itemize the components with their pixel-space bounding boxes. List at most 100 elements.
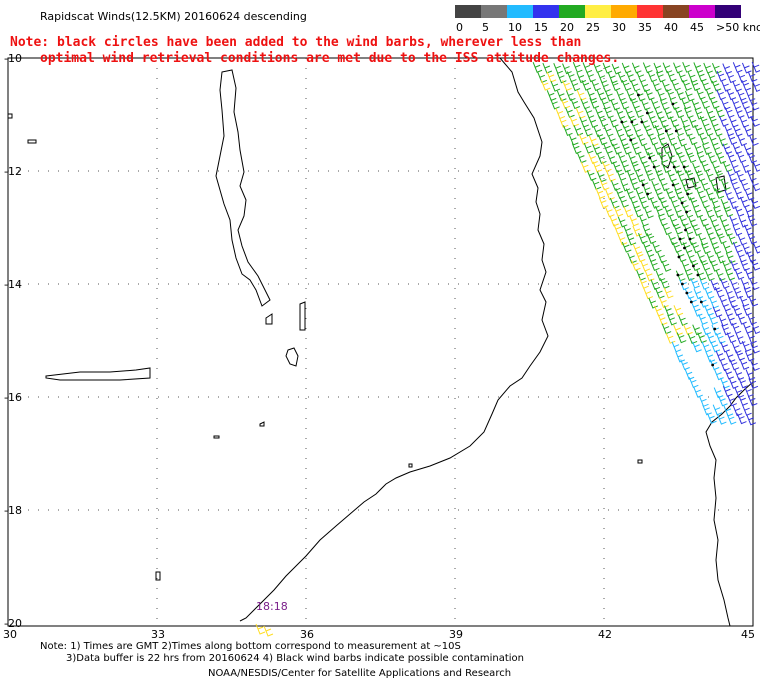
wind-barb [651,242,662,253]
wind-barb [720,98,731,110]
wind-barb [616,170,627,181]
wind-barb [723,206,734,218]
wind-barb [737,251,747,263]
wind-barb [688,377,699,388]
wind-barb [719,278,730,289]
wind-barb [575,108,586,119]
contamination-dot [641,183,645,187]
contamination-dot [671,102,675,106]
wind-barb [732,80,742,92]
colorbar-label: >50 knots [716,21,760,34]
wind-barb [581,79,592,91]
wind-barb [681,260,692,272]
contamination-dot [629,138,633,142]
wind-barb [720,341,730,353]
wind-barb [597,72,608,84]
wind-barb [637,135,648,147]
wind-barb [718,135,728,147]
wind-barb [640,260,651,272]
wind-barb [614,126,625,137]
wind-barb [255,623,266,635]
wind-barb [604,206,615,218]
wind-barb [731,98,742,110]
wind-barb [698,314,708,325]
wind-barb [615,108,626,120]
wind-barb [598,115,609,127]
wind-barb [580,162,591,173]
colorbar-label: 15 [534,21,548,34]
wind-barb [705,170,716,182]
wind-barb [632,225,643,237]
wind-barb [729,215,739,227]
wind-barb [700,161,711,172]
wind-barb [701,341,712,353]
wind-barb [728,116,739,128]
lon-label: 42 [598,628,612,641]
wind-barb [715,333,726,344]
wind-barb [741,162,751,173]
wind-barb [734,206,745,217]
contamination-dot [682,165,686,169]
lat-label: -14 [4,278,22,291]
wind-barb [649,197,660,209]
lat-label: -12 [4,165,22,178]
wind-barb [650,279,661,290]
wind-barb [588,117,599,128]
wind-barb [712,144,723,156]
wind-barb [643,288,654,300]
contamination-dot [686,192,690,196]
wind-barb [726,332,737,344]
wind-barb [697,252,707,264]
wind-barb [715,350,726,362]
wind-barb [603,125,614,137]
wind-barb [709,216,720,228]
wind-barb [705,89,716,101]
wind-barb [739,196,750,208]
wind-barb [687,134,698,146]
wind-barb [715,170,725,182]
wind-barb [669,216,680,227]
wind-barb [661,143,672,154]
wind-barb [741,340,752,352]
wind-barb [576,72,587,84]
wind-barb [728,198,739,210]
wind-barb [674,188,685,200]
wind-barb [722,242,733,254]
wind-barb [724,288,735,300]
wind-barb [644,189,655,201]
wind-barb [746,170,757,182]
wind-barb [732,125,743,137]
wind-barb [642,225,653,237]
wind-barb [749,99,760,111]
wind-barb [679,215,689,227]
wind-barb [711,80,722,92]
wind-barb [659,99,670,111]
wind-barb [745,90,756,102]
wind-barb [617,234,628,246]
wind-barb [697,332,707,344]
wind-barb [711,243,722,255]
wind-barb [726,151,737,163]
contamination-dot [684,228,687,232]
wind-barb [724,368,735,380]
wind-barb [727,134,738,145]
wind-barb [729,359,740,371]
wind-barb [742,405,752,416]
colorbar-label: 5 [482,21,489,34]
contamination-dot [699,300,703,304]
wind-barb [654,108,665,120]
wind-barb [701,324,712,336]
wind-barb [651,180,661,192]
wind-barb [692,225,702,236]
wind-barb [736,171,746,182]
wind-barb [746,251,757,263]
colorbar-label: 35 [638,21,652,34]
contamination-dot [652,165,656,169]
wind-barb [719,216,730,228]
wind-barb [599,179,610,191]
wind-barb [655,170,666,182]
colorbar-swatch [715,5,741,18]
wind-barb [695,88,706,100]
wind-barb [613,223,624,235]
